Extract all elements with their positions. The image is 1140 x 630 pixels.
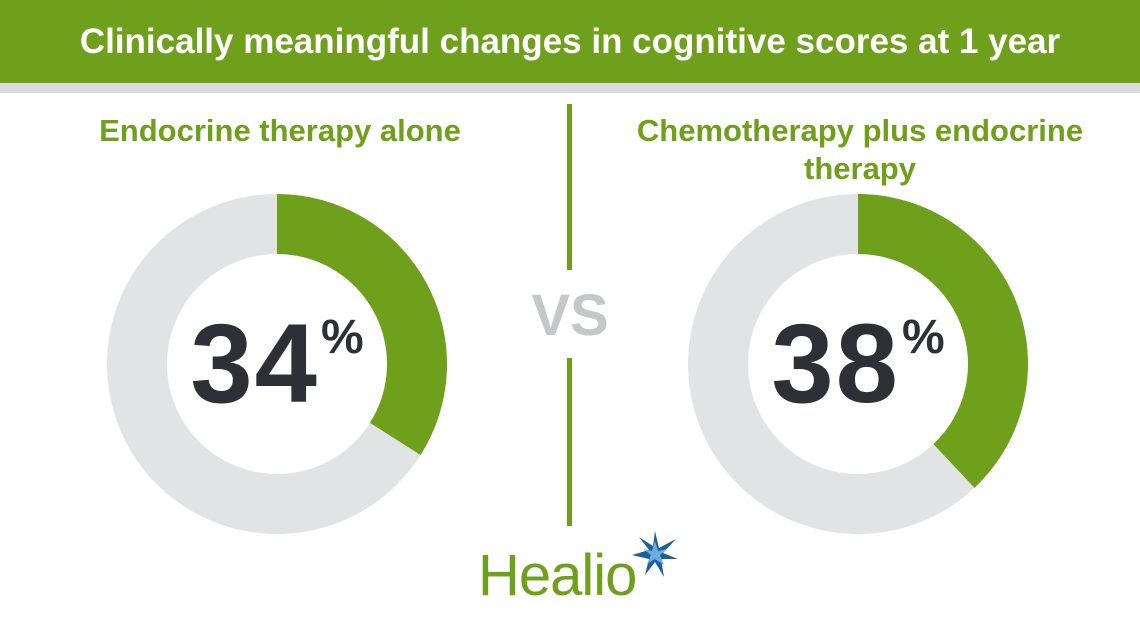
left-percent-value: 34 xyxy=(190,301,319,426)
left-percent-sign: % xyxy=(320,311,364,364)
divider-bottom xyxy=(567,358,572,526)
left-donut-slice-0 xyxy=(277,194,447,456)
versus-label: VS xyxy=(531,283,609,348)
right-percent-value: 38 xyxy=(771,301,900,426)
header-rule xyxy=(0,83,1140,93)
left-percent-label: 34% xyxy=(107,308,447,420)
page-title: Clinically meaningful changes in cogniti… xyxy=(79,21,1061,61)
right-donut-slice-0 xyxy=(858,194,1028,488)
left-chart-title: Endocrine therapy alone xyxy=(99,113,461,148)
right-donut-chart xyxy=(688,194,1028,534)
logo-wordmark: Healio xyxy=(478,543,637,608)
left-donut-slice-1 xyxy=(107,194,421,534)
right-donut-slice-1 xyxy=(688,194,975,534)
healio-logo: Healio xyxy=(478,531,686,608)
right-chart-title: Chemotherapy plus endocrine therapy xyxy=(636,113,1084,186)
right-percent-sign: % xyxy=(901,311,945,364)
left-donut-chart xyxy=(107,194,447,534)
header-banner: Clinically meaningful changes in cogniti… xyxy=(0,0,1140,83)
divider-top xyxy=(567,104,572,270)
star-burst-icon xyxy=(632,531,679,577)
right-percent-label: 38% xyxy=(688,308,1028,420)
